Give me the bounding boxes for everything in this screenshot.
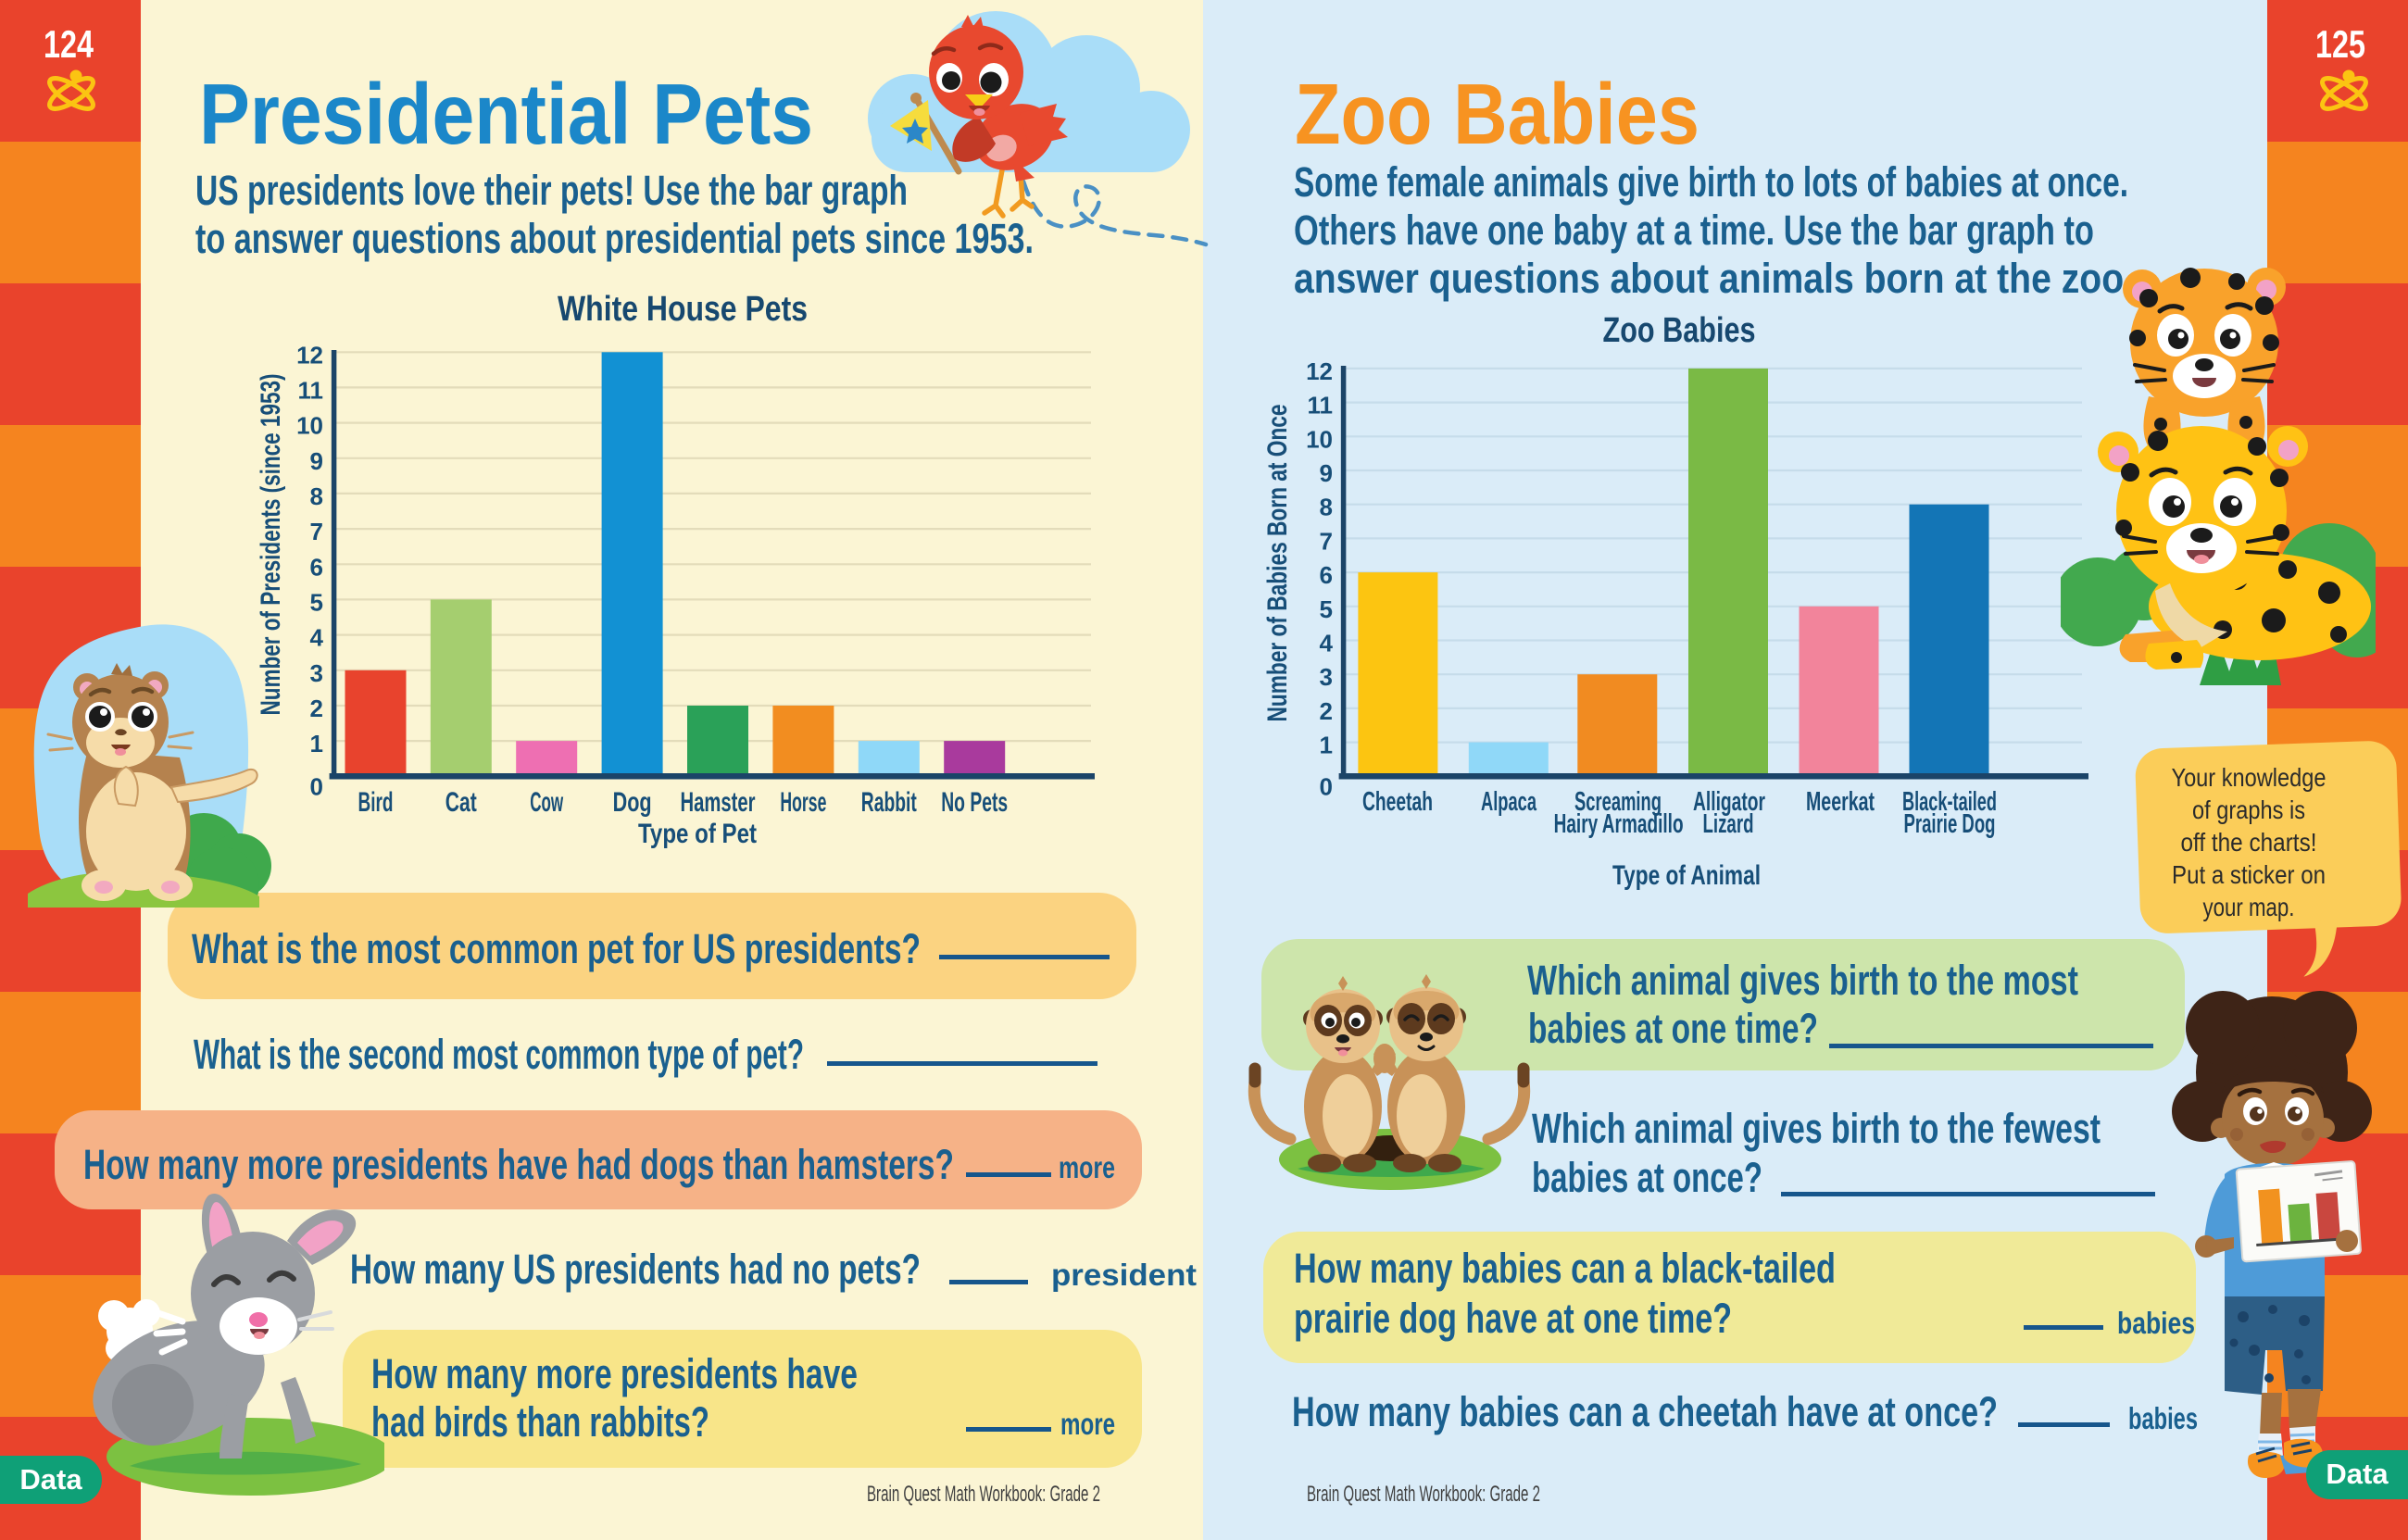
svg-text:0: 0 bbox=[1320, 772, 1333, 800]
svg-text:12: 12 bbox=[296, 341, 323, 369]
svg-text:Black-tailed: Black-tailed bbox=[1902, 787, 1997, 817]
svg-text:babies: babies bbox=[2128, 1401, 2198, 1435]
svg-text:to answer questions about pres: to answer questions about presidential p… bbox=[195, 215, 1034, 262]
svg-text:How many babies can a cheetah: How many babies can a cheetah have at on… bbox=[1292, 1388, 1998, 1435]
svg-text:more: more bbox=[1059, 1150, 1115, 1184]
svg-text:Number of Babies Born at Once: Number of Babies Born at Once bbox=[1262, 405, 1293, 722]
svg-text:Put a sticker on: Put a sticker on bbox=[2172, 860, 2326, 889]
svg-text:Brain Quest Math Workbook: Gra: Brain Quest Math Workbook: Grade 2 bbox=[867, 1482, 1100, 1507]
svg-text:Some female animals give birth: Some female animals give birth to lots o… bbox=[1294, 158, 2128, 206]
svg-text:Type of Animal: Type of Animal bbox=[1612, 860, 1761, 891]
svg-text:Brain Quest Math Workbook: Gra: Brain Quest Math Workbook: Grade 2 bbox=[1307, 1482, 1540, 1507]
svg-text:How many more presidents have: How many more presidents have had dogs t… bbox=[83, 1141, 954, 1188]
svg-text:5: 5 bbox=[310, 588, 323, 616]
svg-text:Which animal gives birth to th: Which animal gives birth to the most bbox=[1527, 957, 2078, 1004]
svg-text:Your knowledge: Your knowledge bbox=[2172, 763, 2326, 792]
svg-text:Zoo Babies: Zoo Babies bbox=[1295, 66, 1699, 162]
svg-text:4: 4 bbox=[1320, 630, 1334, 657]
svg-text:answer questions about animals: answer questions about animals born at t… bbox=[1294, 255, 2134, 302]
svg-text:3: 3 bbox=[310, 659, 323, 687]
svg-text:off the charts!: off the charts! bbox=[2181, 828, 2317, 857]
svg-text:No Pets: No Pets bbox=[941, 787, 1008, 818]
svg-text:Presidential Pets: Presidential Pets bbox=[199, 66, 813, 162]
svg-text:Type of Pet: Type of Pet bbox=[638, 819, 757, 849]
svg-text:What is the most common pet fo: What is the most common pet for US presi… bbox=[192, 925, 921, 972]
svg-text:Horse: Horse bbox=[780, 787, 826, 818]
svg-text:9: 9 bbox=[310, 447, 323, 475]
svg-text:of graphs is: of graphs is bbox=[2192, 795, 2305, 824]
svg-text:babies: babies bbox=[2117, 1306, 2195, 1340]
svg-text:Meerkat: Meerkat bbox=[1806, 787, 1875, 817]
svg-text:president: president bbox=[1051, 1258, 1197, 1292]
svg-text:Hairy Armadillo: Hairy Armadillo bbox=[1554, 809, 1684, 839]
svg-text:more: more bbox=[1060, 1407, 1115, 1441]
svg-text:Which animal gives birth to th: Which animal gives birth to the fewest bbox=[1532, 1105, 2101, 1152]
svg-text:Screaming: Screaming bbox=[1574, 787, 1662, 817]
svg-text:Cow: Cow bbox=[530, 787, 563, 818]
svg-text:6: 6 bbox=[310, 553, 323, 581]
svg-text:2: 2 bbox=[310, 695, 323, 722]
svg-text:your map.: your map. bbox=[2203, 893, 2295, 921]
svg-text:Alpaca: Alpaca bbox=[1481, 787, 1537, 817]
svg-text:7: 7 bbox=[1320, 527, 1333, 555]
svg-text:Cheetah: Cheetah bbox=[1362, 787, 1433, 817]
svg-text:Bird: Bird bbox=[358, 787, 394, 818]
svg-text:11: 11 bbox=[1308, 392, 1334, 419]
svg-text:How many US presidents had no: How many US presidents had no pets? bbox=[350, 1246, 921, 1293]
svg-text:10: 10 bbox=[296, 412, 323, 440]
svg-text:10: 10 bbox=[1306, 425, 1333, 453]
svg-text:How many more presidents have: How many more presidents have bbox=[371, 1350, 858, 1397]
svg-text:Prairie Dog: Prairie Dog bbox=[1904, 809, 1996, 839]
svg-text:12: 12 bbox=[1306, 357, 1333, 385]
svg-text:prairie dog have at one time?: prairie dog have at one time? bbox=[1294, 1295, 1732, 1342]
svg-text:Hamster: Hamster bbox=[681, 787, 756, 818]
svg-text:125: 125 bbox=[2315, 22, 2365, 66]
svg-text:had birds than rabbits?: had birds than rabbits? bbox=[371, 1398, 709, 1446]
svg-text:babies at one time?: babies at one time? bbox=[1528, 1005, 1818, 1052]
svg-text:3: 3 bbox=[1320, 663, 1333, 691]
svg-text:8: 8 bbox=[1320, 494, 1333, 521]
svg-text:Dog: Dog bbox=[613, 787, 652, 818]
svg-text:6: 6 bbox=[1320, 561, 1333, 589]
svg-text:babies at once?: babies at once? bbox=[1532, 1154, 1762, 1201]
svg-text:7: 7 bbox=[310, 518, 323, 545]
svg-text:5: 5 bbox=[1320, 595, 1333, 623]
svg-text:Alligator: Alligator bbox=[1693, 787, 1765, 817]
svg-text:Others have one baby at a time: Others have one baby at a time. Use the … bbox=[1294, 207, 2094, 254]
svg-text:Number of Presidents (since 19: Number of Presidents (since 1953) bbox=[256, 374, 286, 716]
svg-text:What is the second most common: What is the second most common type of p… bbox=[194, 1031, 804, 1078]
svg-text:How many babies can a black-ta: How many babies can a black-tailed bbox=[1294, 1245, 1836, 1292]
svg-text:9: 9 bbox=[1320, 459, 1333, 487]
svg-text:4: 4 bbox=[310, 624, 324, 652]
svg-text:Zoo Babies: Zoo Babies bbox=[1603, 311, 1756, 350]
svg-text:White House Pets: White House Pets bbox=[558, 290, 808, 329]
svg-text:1: 1 bbox=[1320, 732, 1333, 759]
svg-text:Rabbit: Rabbit bbox=[861, 787, 917, 818]
svg-text:124: 124 bbox=[44, 22, 94, 66]
svg-text:Cat: Cat bbox=[445, 787, 477, 818]
svg-text:US presidents love their pets!: US presidents love their pets! Use the b… bbox=[195, 167, 908, 214]
svg-text:8: 8 bbox=[310, 482, 323, 510]
svg-text:2: 2 bbox=[1320, 697, 1333, 725]
svg-text:11: 11 bbox=[298, 376, 324, 404]
svg-text:1: 1 bbox=[310, 730, 323, 757]
svg-text:0: 0 bbox=[310, 772, 323, 800]
svg-text:Lizard: Lizard bbox=[1703, 809, 1754, 839]
